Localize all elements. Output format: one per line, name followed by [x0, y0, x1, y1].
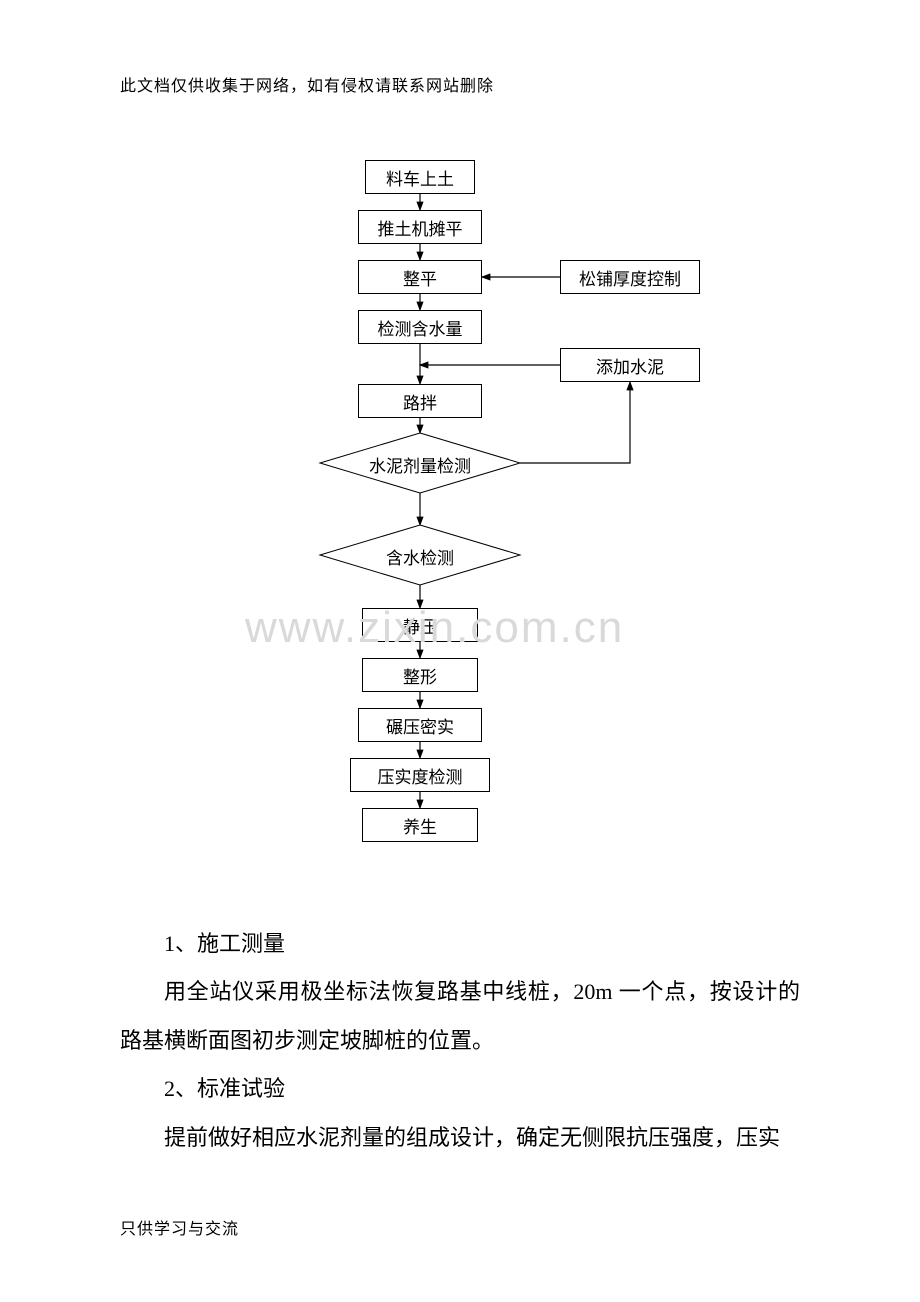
flow-node-n4: 检测含水量: [358, 310, 482, 344]
flow-node-n1: 料车上土: [365, 160, 475, 194]
flow-node-n9: 压实度检测: [350, 758, 490, 792]
section-1-body: 用全站仪采用极坐标法恢复路基中线桩，20m 一个点，按设计的路基横断面图初步测定…: [120, 968, 800, 1065]
flow-node-n8: 碾压密实: [358, 708, 482, 742]
flow-node-n3b: 松铺厚度控制: [560, 260, 700, 294]
flow-node-d1: 水泥剂量检测: [340, 452, 500, 477]
flow-node-d2: 含水检测: [340, 544, 500, 569]
section-2-body: 提前做好相应水泥剂量的组成设计，确定无侧限抗压强度，压实: [120, 1114, 800, 1162]
header-note: 此文档仅供收集于网络，如有侵权请联系网站删除: [120, 72, 494, 96]
footer-note: 只供学习与交流: [120, 1215, 239, 1239]
flow-node-n2: 推土机摊平: [358, 210, 482, 244]
flow-node-n3: 整平: [358, 260, 482, 294]
flow-node-n6: 静压: [362, 608, 478, 642]
flow-node-n7: 整形: [362, 658, 478, 692]
section-1-heading: 1、施工测量: [120, 920, 800, 968]
flow-node-n10: 养生: [362, 808, 478, 842]
flow-node-n5b: 添加水泥: [560, 348, 700, 382]
section-2-heading: 2、标准试验: [120, 1065, 800, 1113]
flowchart: 料车上土推土机摊平整平 松铺厚度控制检测含水量添加水泥路拌水泥剂量检测含水检测静压…: [0, 160, 920, 880]
flow-node-n5: 路拌: [358, 384, 482, 418]
